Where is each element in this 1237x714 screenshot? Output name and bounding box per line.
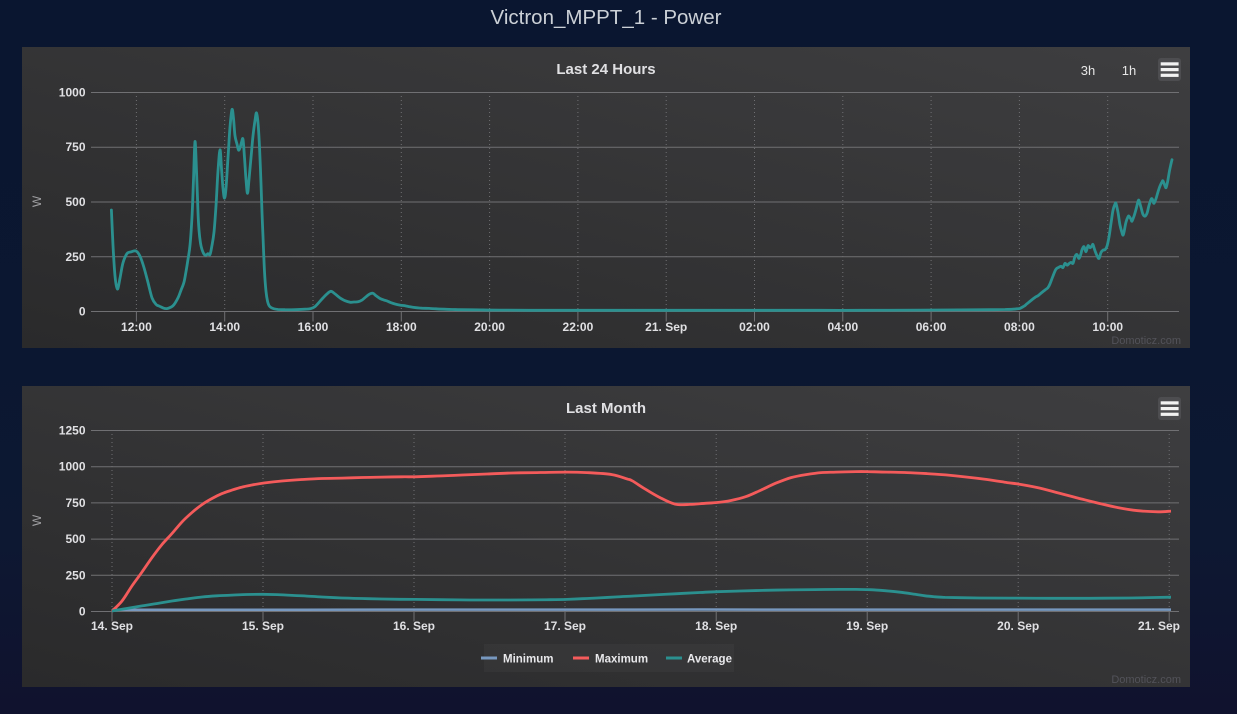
svg-text:3h: 3h bbox=[1081, 63, 1095, 78]
svg-text:0: 0 bbox=[79, 305, 86, 319]
svg-text:Average: Average bbox=[687, 654, 732, 666]
svg-text:0: 0 bbox=[79, 605, 86, 619]
svg-text:20. Sep: 20. Sep bbox=[997, 619, 1039, 633]
svg-text:750: 750 bbox=[65, 140, 85, 154]
svg-text:250: 250 bbox=[65, 250, 85, 264]
svg-text:20:00: 20:00 bbox=[474, 320, 505, 334]
svg-text:12:00: 12:00 bbox=[121, 320, 152, 334]
svg-text:W: W bbox=[30, 514, 44, 526]
svg-text:1000: 1000 bbox=[59, 460, 86, 474]
svg-text:08:00: 08:00 bbox=[1004, 320, 1035, 334]
svg-text:18. Sep: 18. Sep bbox=[695, 619, 737, 633]
svg-text:1250: 1250 bbox=[59, 424, 86, 438]
svg-text:21. Sep: 21. Sep bbox=[1138, 619, 1180, 633]
svg-text:06:00: 06:00 bbox=[916, 320, 947, 334]
svg-text:10:00: 10:00 bbox=[1092, 320, 1123, 334]
svg-text:16. Sep: 16. Sep bbox=[393, 619, 435, 633]
svg-text:22:00: 22:00 bbox=[563, 320, 594, 334]
svg-text:02:00: 02:00 bbox=[739, 320, 770, 334]
svg-text:500: 500 bbox=[65, 195, 85, 209]
svg-text:1h: 1h bbox=[1122, 63, 1136, 78]
svg-text:14. Sep: 14. Sep bbox=[91, 619, 133, 633]
svg-text:19. Sep: 19. Sep bbox=[846, 619, 888, 633]
svg-text:250: 250 bbox=[65, 568, 85, 582]
svg-text:16:00: 16:00 bbox=[298, 320, 329, 334]
svg-text:18:00: 18:00 bbox=[386, 320, 417, 334]
svg-text:15. Sep: 15. Sep bbox=[242, 619, 284, 633]
svg-text:Domoticz.com: Domoticz.com bbox=[1111, 335, 1181, 347]
svg-text:04:00: 04:00 bbox=[827, 320, 858, 334]
svg-text:Maximum: Maximum bbox=[595, 654, 648, 666]
svg-text:Minimum: Minimum bbox=[503, 654, 553, 666]
svg-text:W: W bbox=[30, 195, 44, 207]
svg-text:500: 500 bbox=[65, 532, 85, 546]
svg-text:21. Sep: 21. Sep bbox=[645, 320, 687, 334]
svg-text:Domoticz.com: Domoticz.com bbox=[1111, 674, 1181, 686]
svg-text:17. Sep: 17. Sep bbox=[544, 619, 586, 633]
svg-text:750: 750 bbox=[65, 496, 85, 510]
svg-text:Last Month: Last Month bbox=[566, 400, 646, 417]
svg-text:14:00: 14:00 bbox=[209, 320, 240, 334]
svg-text:Last 24 Hours: Last 24 Hours bbox=[556, 61, 655, 78]
svg-text:1000: 1000 bbox=[59, 86, 86, 100]
